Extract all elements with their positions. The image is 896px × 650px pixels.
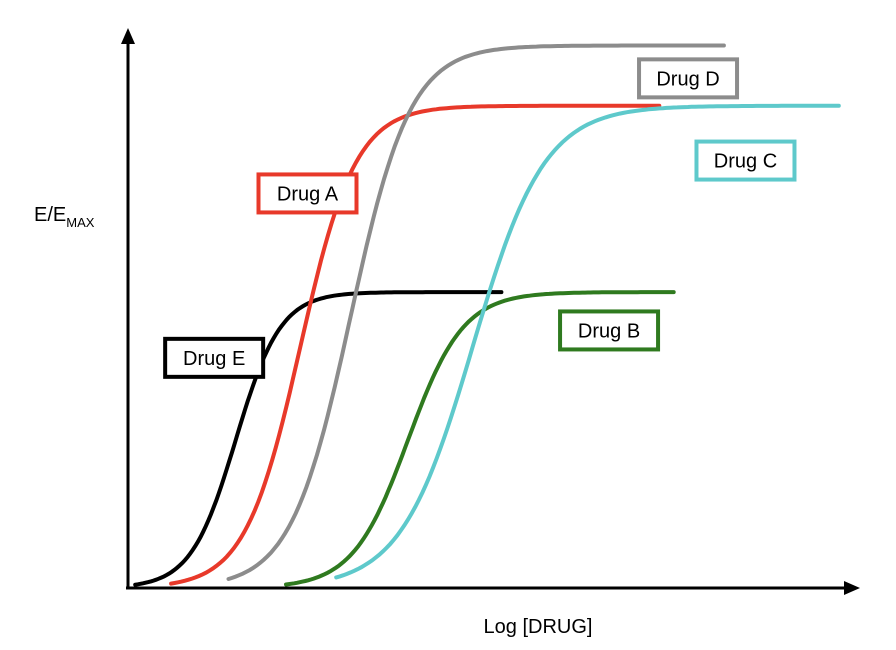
series-label-text: Drug C bbox=[714, 151, 777, 173]
series-label-drug-d: Drug D bbox=[637, 57, 740, 100]
series-label-drug-e: Drug E bbox=[163, 336, 266, 379]
series-line-drug-d bbox=[226, 43, 726, 581]
series-label-box bbox=[558, 309, 661, 352]
y-axis-label: E/EMAX bbox=[34, 204, 95, 230]
series-line-drug-a bbox=[169, 103, 662, 586]
y-axis-arrow bbox=[121, 28, 135, 44]
series-label-box bbox=[163, 336, 266, 379]
series-label-box bbox=[637, 57, 740, 100]
axes bbox=[121, 28, 860, 595]
y-axis-label-base: E/E bbox=[34, 204, 66, 226]
series-line-drug-c bbox=[334, 103, 841, 580]
series-label-drug-c: Drug C bbox=[694, 139, 797, 182]
label-layer: Drug E Drug A Drug D Drug B Drug C bbox=[163, 57, 797, 379]
series-label-text: Drug E bbox=[183, 348, 245, 370]
series-label-drug-a: Drug A bbox=[256, 172, 359, 215]
series-line-drug-b bbox=[284, 290, 676, 587]
series-label-box bbox=[256, 172, 359, 215]
x-axis-arrow bbox=[844, 581, 860, 595]
series-label-text: Drug D bbox=[656, 68, 719, 90]
series-line-drug-e bbox=[133, 290, 504, 587]
y-axis-label-subscript: MAX bbox=[66, 215, 95, 230]
series-label-drug-b: Drug B bbox=[558, 309, 661, 352]
x-axis-label: Log [DRUG] bbox=[484, 616, 593, 638]
series-label-box bbox=[694, 139, 797, 182]
series-layer bbox=[133, 43, 841, 587]
series-label-text: Drug A bbox=[277, 183, 339, 205]
series-label-text: Drug B bbox=[578, 320, 640, 342]
